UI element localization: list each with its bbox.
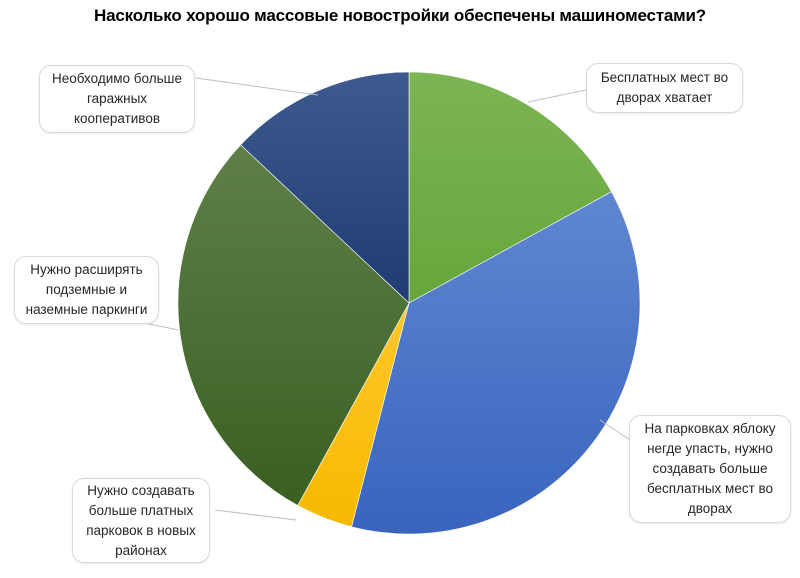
callout-text: Нужно создавать больше платных парковок …: [86, 482, 196, 558]
callout-text: На парковках яблоку негде упасть, нужно …: [644, 421, 776, 516]
slice-expand-parkings: [177, 144, 410, 506]
callout-text: Бесплатных мест во дворах хватает: [600, 70, 729, 105]
callout-parking-full-need-free: На парковках яблоку негде упасть, нужно …: [629, 415, 791, 523]
leader-line-0: [527, 89, 587, 103]
callout-text: Необходимо больше гаражных кооперативов: [51, 71, 182, 126]
slice-parking-full: [351, 191, 641, 535]
slice-garage-coops: [240, 71, 410, 304]
chart-title: Насколько хорошо массовые новостройки об…: [94, 6, 706, 25]
pie-slices: [177, 71, 641, 535]
leader-line-2: [214, 509, 297, 521]
callout-garage-cooperatives: Необходимо больше гаражных кооперативов: [39, 65, 195, 133]
leader-line-4: [195, 77, 319, 96]
callout-text: Нужно расширять подземные и наземные пар…: [25, 262, 148, 317]
slice-free-yard-enough: [408, 71, 612, 304]
leader-lines: [139, 77, 631, 521]
callout-expand-garages: Нужно расширять подземные и наземные пар…: [14, 256, 159, 324]
callout-free-yard-spots-enough: Бесплатных мест во дворах хватает: [586, 63, 743, 113]
leader-line-1: [599, 419, 631, 441]
callout-more-paid-parking: Нужно создавать больше платных парковок …: [72, 478, 210, 563]
